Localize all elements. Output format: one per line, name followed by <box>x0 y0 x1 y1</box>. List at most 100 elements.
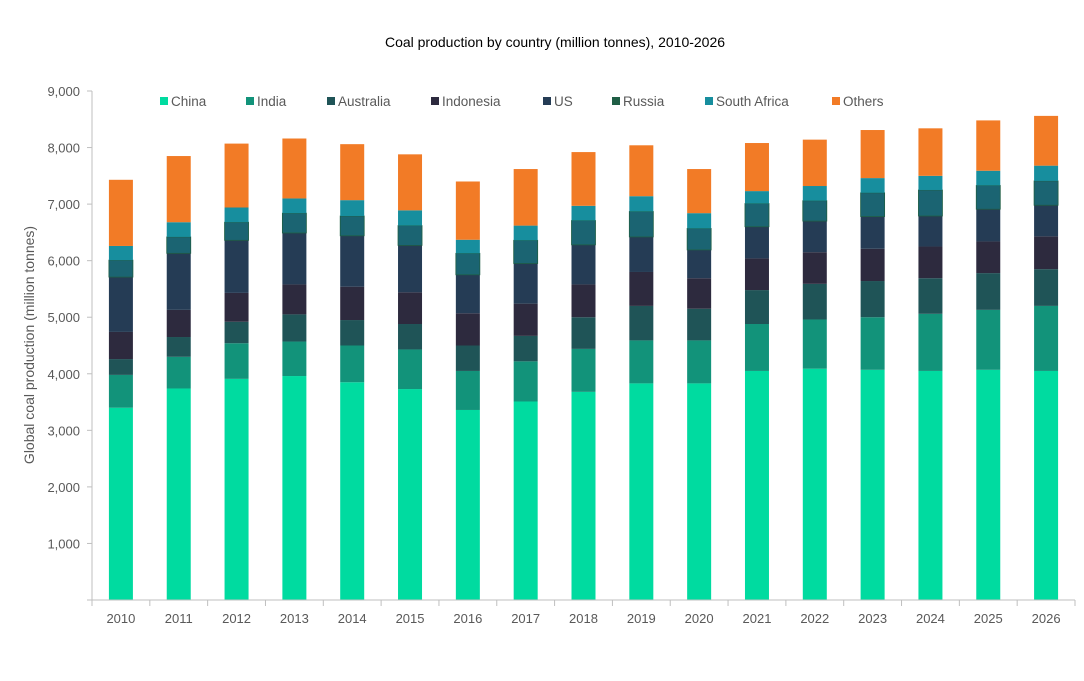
legend-swatch <box>160 97 168 105</box>
bar-segment-russia <box>744 203 770 228</box>
bar-segment-china <box>687 383 712 600</box>
bar-segment-russia <box>224 221 249 241</box>
bar-segment-china <box>340 382 365 600</box>
bar-segment-south-africa <box>571 205 596 221</box>
bar-segment-indonesia <box>571 284 596 318</box>
x-tick-label: 2024 <box>916 611 945 626</box>
bar-segment-others <box>455 181 480 240</box>
bar-segment-russia <box>975 185 1001 210</box>
bar-segment-india <box>282 341 307 377</box>
bar-segment-south-africa <box>802 186 827 201</box>
bar-segment-russia <box>513 239 539 264</box>
y-tick-label: 6,000 <box>47 254 80 269</box>
bar-segment-us <box>744 226 769 259</box>
bar-segment-india <box>687 340 712 384</box>
bar-segment-china <box>224 378 249 600</box>
bar-segment-china <box>455 409 480 600</box>
bar-segment-others <box>744 143 769 192</box>
bar-segment-india <box>166 356 191 389</box>
legend-swatch <box>543 97 551 105</box>
bar-segment-australia <box>340 320 365 346</box>
bar-segment-indonesia <box>744 258 769 291</box>
y-tick-label: 9,000 <box>47 84 80 99</box>
bar-segment-australia <box>513 335 538 362</box>
bar-segment-india <box>340 345 365 383</box>
legend-swatch <box>832 97 840 105</box>
legend: China India Australia Indonesia US Russia Sout… <box>160 94 884 109</box>
y-axis: 1,000 2,000 3,000 4,000 5,000 6,000 7,000 8,000… <box>47 84 93 601</box>
bar-segment-us <box>108 277 133 332</box>
bar-segment-indonesia <box>860 248 885 282</box>
bar-segment-us <box>166 253 191 310</box>
bar-segment-india <box>455 370 480 410</box>
bar-segment-russia <box>628 211 654 238</box>
bar-segment-russia <box>860 192 886 217</box>
bar-segment-us <box>1034 205 1059 237</box>
bar-segment-others <box>108 179 133 246</box>
legend-swatch <box>327 97 335 105</box>
bar-segment-others <box>282 138 307 199</box>
bar-segment-australia <box>802 283 827 320</box>
y-tick-label: 1,000 <box>47 536 80 551</box>
bar-segment-china <box>571 391 596 600</box>
bar-segment-south-africa <box>166 222 191 237</box>
bar-segment-others <box>398 154 423 211</box>
bar-segment-australia <box>687 308 712 341</box>
legend-swatch <box>705 97 713 105</box>
bar-segment-india <box>802 319 827 369</box>
x-tick-label: 2013 <box>280 611 309 626</box>
bar-segment-south-africa <box>340 200 365 216</box>
x-tick-label: 2021 <box>743 611 772 626</box>
bar-segment-us <box>513 263 538 304</box>
bar-segment-india <box>108 374 133 408</box>
bar-segment-india <box>513 361 538 402</box>
bar-segment-australia <box>282 314 307 342</box>
x-tick-label: 2022 <box>800 611 829 626</box>
bar-segment-australia <box>571 317 596 349</box>
bar-segment-us <box>340 235 365 287</box>
bar-segment-south-africa <box>108 245 133 261</box>
x-tick-label: 2019 <box>627 611 656 626</box>
bar-segment-indonesia <box>918 246 943 279</box>
bar-segment-others <box>687 169 712 214</box>
bar-segment-south-africa <box>224 207 249 223</box>
bar-segment-south-africa <box>744 191 769 204</box>
bar-segment-indonesia <box>513 303 538 336</box>
legend-label: India <box>257 94 287 109</box>
bar-segment-china <box>918 370 943 600</box>
bar-segment-us <box>918 215 943 247</box>
bar-segment-south-africa <box>513 225 538 241</box>
bar-segment-others <box>571 152 596 206</box>
bar-segment-others <box>166 156 191 223</box>
bar-segment-indonesia <box>224 292 249 322</box>
x-tick-label: 2011 <box>165 611 193 626</box>
bar-segment-others <box>224 143 249 208</box>
y-tick-label: 8,000 <box>47 141 80 156</box>
legend-label: South Africa <box>716 94 789 109</box>
bar-segment-indonesia <box>687 278 712 309</box>
bar-segment-russia <box>166 236 192 254</box>
bar-segment-australia <box>860 281 885 318</box>
bar-segment-china <box>166 388 191 600</box>
bar-segment-us <box>802 221 827 253</box>
bar-segment-russia <box>686 228 712 251</box>
bar-segment-others <box>340 144 365 201</box>
bar-segment-india <box>918 313 943 371</box>
y-tick-label: 3,000 <box>47 423 80 438</box>
bar-segment-australia <box>744 290 769 325</box>
bar-segment-australia <box>398 324 423 350</box>
bar-segment-others <box>802 139 827 187</box>
bar-segment-russia <box>397 225 423 246</box>
x-tick-label: 2015 <box>396 611 425 626</box>
bar-segment-china <box>282 376 307 600</box>
bar-segment-russia <box>455 252 481 276</box>
bar-segment-south-africa <box>976 170 1001 186</box>
bar-segment-others <box>513 169 538 226</box>
bar-segment-india <box>744 324 769 371</box>
bar-segment-indonesia <box>108 331 133 360</box>
bar-segment-south-africa <box>282 198 307 214</box>
y-tick-label: 4,000 <box>47 367 80 382</box>
bar-segment-australia <box>224 321 249 344</box>
